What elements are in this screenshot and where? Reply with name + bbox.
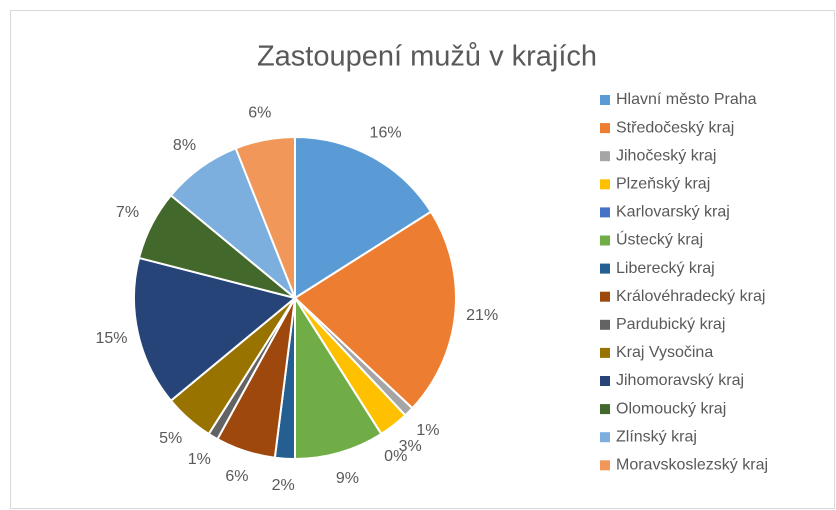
data-label: 1% bbox=[188, 451, 211, 468]
data-label: 5% bbox=[159, 430, 182, 447]
data-label: 8% bbox=[173, 137, 196, 154]
data-label: 2% bbox=[272, 477, 295, 494]
data-label: 21% bbox=[466, 307, 498, 324]
legend-swatch bbox=[600, 376, 610, 386]
pie-slice bbox=[294, 294, 383, 461]
legend-label: Jihomoravský kraj bbox=[616, 372, 744, 389]
legend-label: Karlovarský kraj bbox=[616, 204, 730, 221]
legend-swatch bbox=[600, 123, 610, 134]
legend-label: Moravskoslezský kraj bbox=[616, 457, 768, 474]
legend-swatch bbox=[600, 460, 610, 471]
legend-label: Pardubický kraj bbox=[616, 316, 725, 333]
pie-slice bbox=[294, 135, 433, 300]
legend-label: Liberecký kraj bbox=[616, 260, 715, 277]
legend-label: Ústecký kraj bbox=[616, 230, 703, 249]
legend-label: Olomoucký kraj bbox=[616, 400, 726, 417]
legend-swatch bbox=[600, 207, 610, 218]
data-label: 3% bbox=[399, 438, 422, 455]
legend-label: Středočeský kraj bbox=[616, 119, 734, 136]
data-label: 16% bbox=[370, 124, 402, 141]
data-label: 6% bbox=[225, 468, 248, 485]
data-label: 15% bbox=[96, 330, 128, 347]
chart-title: Zastoupení mužů v krajích bbox=[257, 41, 597, 73]
data-label: 0% bbox=[384, 448, 407, 465]
data-label: 6% bbox=[248, 105, 271, 122]
legend-swatch bbox=[600, 291, 610, 302]
pie-slice bbox=[293, 210, 457, 410]
data-label: 1% bbox=[416, 422, 439, 439]
legend-swatch bbox=[600, 432, 610, 443]
legend-label: Zlínský kraj bbox=[616, 428, 697, 445]
legend-swatch bbox=[600, 179, 610, 190]
legend-swatch bbox=[600, 151, 610, 162]
pie-slice bbox=[234, 135, 296, 299]
legend-swatch bbox=[600, 319, 610, 330]
legend-label: Královéhradecký kraj bbox=[616, 288, 765, 305]
legend-label: Jihočeský kraj bbox=[616, 147, 716, 164]
data-label: 7% bbox=[116, 204, 139, 221]
legend-swatch bbox=[600, 263, 610, 274]
legend-swatch bbox=[600, 235, 610, 246]
legend-label: Hlavní město Praha bbox=[616, 91, 757, 108]
legend-swatch bbox=[600, 95, 610, 105]
data-label: 9% bbox=[336, 470, 359, 487]
pie-slice bbox=[133, 256, 298, 403]
legend-swatch bbox=[600, 347, 610, 358]
legend-label: Kraj Vysočina bbox=[616, 344, 713, 361]
legend-swatch bbox=[600, 404, 610, 415]
legend-label: Plzeňský kraj bbox=[616, 176, 710, 193]
